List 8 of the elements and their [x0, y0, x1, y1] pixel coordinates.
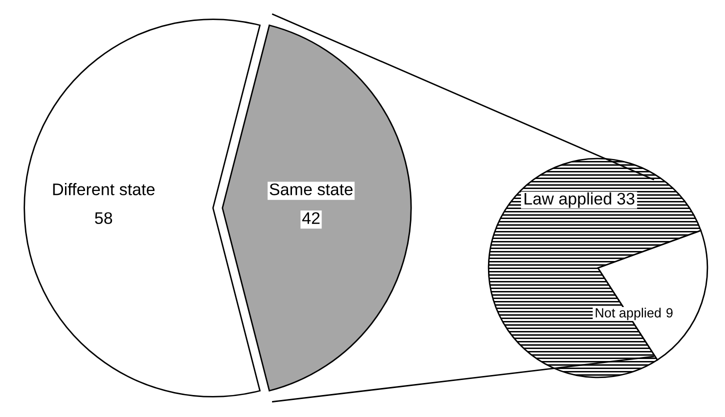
data-label: 42 — [302, 212, 320, 224]
slice-label: Same state — [270, 183, 353, 196]
data-label: 58 — [94, 212, 112, 224]
slice-label: Law applied — [524, 192, 612, 208]
slice-label: Different state — [53, 183, 155, 196]
data-label: 9 — [666, 308, 673, 318]
slice-label: Not applied — [596, 308, 661, 320]
data-label: 33 — [617, 192, 634, 205]
